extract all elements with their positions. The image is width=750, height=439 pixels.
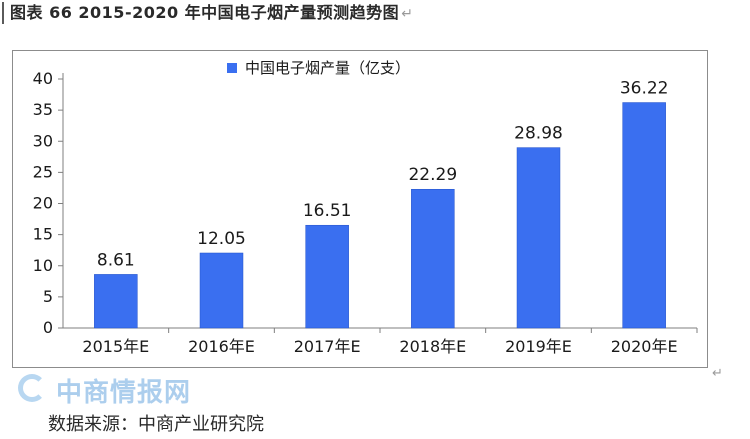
figure-caption-text: 图表 66 2015-2020 年中国电子烟产量预测趋势图: [10, 3, 400, 22]
bar-1: [94, 274, 138, 329]
bar-6: [622, 102, 666, 329]
watermark-text: 中商情报网: [56, 378, 192, 408]
x-tick-label: 2015年E: [82, 337, 149, 356]
y-tick-label: 15: [33, 225, 53, 244]
y-tick-label: 10: [33, 256, 53, 275]
chart-frame: 0 5 10 15 20 25 30 35 40 8.61 2015年E 12.05 2016年E 16.…: [12, 50, 708, 368]
y-tick-label: 5: [43, 287, 53, 306]
legend-label: 中国电子烟产量（亿支）: [245, 59, 410, 77]
legend-swatch: [227, 63, 237, 73]
y-tick-label: 25: [33, 162, 53, 181]
bar-chart: 0 5 10 15 20 25 30 35 40 8.61 2015年E 12.05 2016年E 16.…: [33, 59, 698, 356]
x-tick-label: 2018年E: [399, 337, 466, 356]
data-source-note: 数据来源：中商产业研究院: [48, 414, 264, 435]
watermark-logo: 中商情报网: [12, 372, 272, 408]
y-tick-label: 35: [33, 100, 53, 119]
x-tick-label: 2020年E: [611, 337, 678, 356]
bar-5: [516, 147, 561, 329]
data-label: 22.29: [408, 165, 457, 185]
watermark-logo-icon: [18, 374, 46, 402]
x-tick-label: 2019年E: [505, 337, 572, 356]
data-label: 8.61: [97, 250, 135, 270]
x-tick-label: 2016年E: [188, 337, 255, 356]
data-label: 12.05: [197, 229, 246, 249]
y-tick-label: 20: [33, 194, 53, 213]
paragraph-mark-icon: ↵: [712, 366, 723, 381]
y-tick-label: 0: [43, 318, 53, 337]
y-tick-label: 40: [33, 69, 53, 88]
data-label: 28.98: [514, 124, 563, 144]
data-label: 16.51: [303, 201, 352, 221]
paragraph-mark-icon: ↵: [401, 6, 414, 22]
data-label: 36.22: [620, 79, 669, 99]
y-tick-label: 30: [33, 131, 53, 150]
figure-caption: 图表 66 2015-2020 年中国电子烟产量预测趋势图 ↵: [2, 2, 413, 24]
bar-2: [199, 252, 244, 329]
bar-4: [411, 188, 455, 329]
bar-3: [305, 224, 349, 329]
x-tick-label: 2017年E: [294, 337, 361, 356]
